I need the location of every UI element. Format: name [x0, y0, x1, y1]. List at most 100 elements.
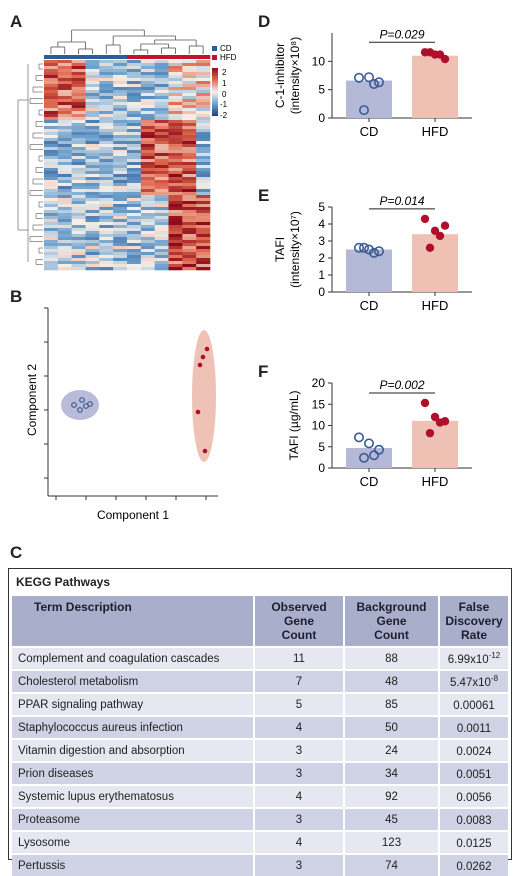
heatmap-cell	[85, 261, 100, 265]
heatmap-cell	[168, 72, 183, 76]
heatmap-cell	[113, 198, 128, 202]
heatmap-cell	[44, 81, 59, 85]
heatmap-cell	[168, 168, 183, 172]
heatmap-cell	[168, 138, 183, 142]
heatmap-cell	[85, 222, 100, 226]
heatmap-cell	[113, 183, 128, 187]
heatmap-cell	[182, 87, 197, 91]
heatmap-cell	[99, 189, 114, 193]
heatmap-cell	[196, 63, 211, 67]
heatmap-cell	[85, 123, 100, 127]
heatmap-cell	[127, 90, 142, 94]
data-point-cd	[354, 432, 365, 443]
heatmap-cell	[57, 201, 72, 205]
p-value-label: P=0.002	[379, 378, 424, 392]
heatmap-cell	[71, 69, 86, 73]
observed-cell: 3	[254, 761, 345, 785]
heatmap-cell	[71, 258, 86, 262]
group-annotation-cell	[99, 55, 114, 59]
heatmap-cell	[168, 123, 183, 127]
heatmap-cell	[113, 144, 128, 148]
heatmap-cell	[71, 99, 86, 103]
heatmap-cell	[168, 210, 183, 214]
heatmap-cell	[127, 174, 142, 178]
heatmap-cell	[127, 129, 142, 133]
heatmap-cell	[154, 213, 169, 217]
heatmap-cell	[196, 153, 211, 157]
heatmap-cell	[44, 255, 59, 259]
heatmap-cell	[99, 240, 114, 244]
heatmap-cell	[196, 138, 211, 142]
heatmap-cell	[44, 105, 59, 109]
heatmap-cell	[99, 210, 114, 214]
heatmap-cell	[196, 81, 211, 85]
heatmap-cell	[85, 195, 100, 199]
heatmap-cell	[154, 117, 169, 121]
heatmap-cell	[196, 108, 211, 112]
data-point-cd	[359, 452, 370, 463]
heatmap-cell	[71, 168, 86, 172]
heatmap-cell	[140, 228, 155, 232]
heatmap-cell	[196, 261, 211, 265]
heatmap-cell	[154, 168, 169, 172]
heatmap-cell	[154, 66, 169, 70]
heatmap-cell	[168, 120, 183, 124]
y-tick-label: 10	[312, 419, 326, 433]
table-row: Lysosome 4 123 0.0125	[12, 830, 508, 854]
heatmap-cell	[85, 171, 100, 175]
heatmap-cell	[154, 126, 169, 130]
heatmap-cell	[140, 162, 155, 166]
heatmap-cell	[127, 234, 142, 238]
heatmap-cell	[154, 72, 169, 76]
heatmap-cell	[85, 243, 100, 247]
heatmap-cell	[168, 222, 183, 226]
heatmap-cell	[99, 87, 114, 91]
heatmap-cell	[154, 150, 169, 154]
hfd-sample-point	[195, 409, 201, 415]
heatmap-cell	[99, 264, 114, 268]
kegg-title: KEGG Pathways	[16, 575, 111, 589]
panel-label-e: E	[258, 186, 270, 205]
heatmap-cell	[196, 120, 211, 124]
heatmap-cell	[140, 117, 155, 121]
heatmap-cell	[127, 246, 142, 250]
table-row: Pertussis 3 74 0.0262	[12, 853, 508, 876]
heatmap-cell	[44, 267, 59, 271]
heatmap-cell	[127, 132, 142, 136]
heatmap-cell	[154, 258, 169, 262]
heatmap-cell	[140, 120, 155, 124]
heatmap-cell	[182, 81, 197, 85]
heatmap-cell	[196, 147, 211, 151]
heatmap-cell	[57, 120, 72, 124]
heatmap-cell	[154, 180, 169, 184]
heatmap-cell	[182, 231, 197, 235]
heatmap-cell	[140, 201, 155, 205]
heatmap-cell	[127, 147, 142, 151]
kegg-table: Term Description Observed Gene Count Backg…	[12, 596, 508, 876]
heatmap-cell	[182, 129, 197, 133]
heatmap-cell	[182, 153, 197, 157]
bar-cd	[346, 80, 392, 118]
observed-cell: 4	[254, 784, 345, 808]
heatmap-cell	[113, 261, 128, 265]
header-fdr: False Discovery Rate	[439, 596, 508, 647]
heatmap-cell	[168, 207, 183, 211]
fdr-cell: 0.0011	[439, 715, 508, 739]
heatmap-cell	[168, 198, 183, 202]
heatmap-cell	[57, 114, 72, 118]
bar-hfd	[412, 420, 458, 468]
heatmap-cell	[154, 69, 169, 73]
chart-d-c1-inhibitor: 0 5 10 CD HFD P=0.029 C-1-inhibitor (intensity×…	[273, 27, 472, 139]
heatmap-cell	[168, 156, 183, 160]
heatmap-cell	[113, 195, 128, 199]
table-row: Proteasome 3 45 0.0083	[12, 807, 508, 831]
heatmap-cell	[182, 90, 197, 94]
heatmap-cell	[85, 198, 100, 202]
heatmap-cell	[99, 96, 114, 100]
heatmap-cell	[154, 165, 169, 169]
heatmap-cell	[140, 141, 155, 145]
heatmap-cell	[127, 78, 142, 82]
heatmap-cell	[57, 207, 72, 211]
term-cell: Pertussis	[12, 853, 255, 876]
heatmap-cell	[196, 111, 211, 115]
